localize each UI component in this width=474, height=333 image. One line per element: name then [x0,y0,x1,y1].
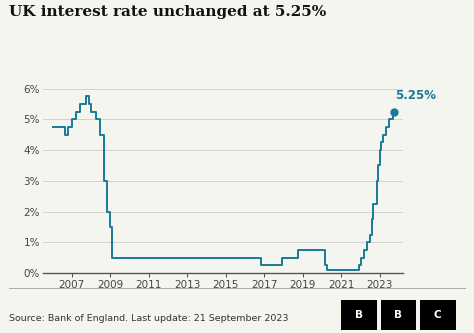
Text: C: C [434,310,442,320]
Text: 5.25%: 5.25% [395,90,436,103]
Text: B: B [394,310,402,320]
Text: Source: Bank of England. Last update: 21 September 2023: Source: Bank of England. Last update: 21… [9,314,289,323]
Text: B: B [355,310,363,320]
Text: UK interest rate unchanged at 5.25%: UK interest rate unchanged at 5.25% [9,5,327,19]
